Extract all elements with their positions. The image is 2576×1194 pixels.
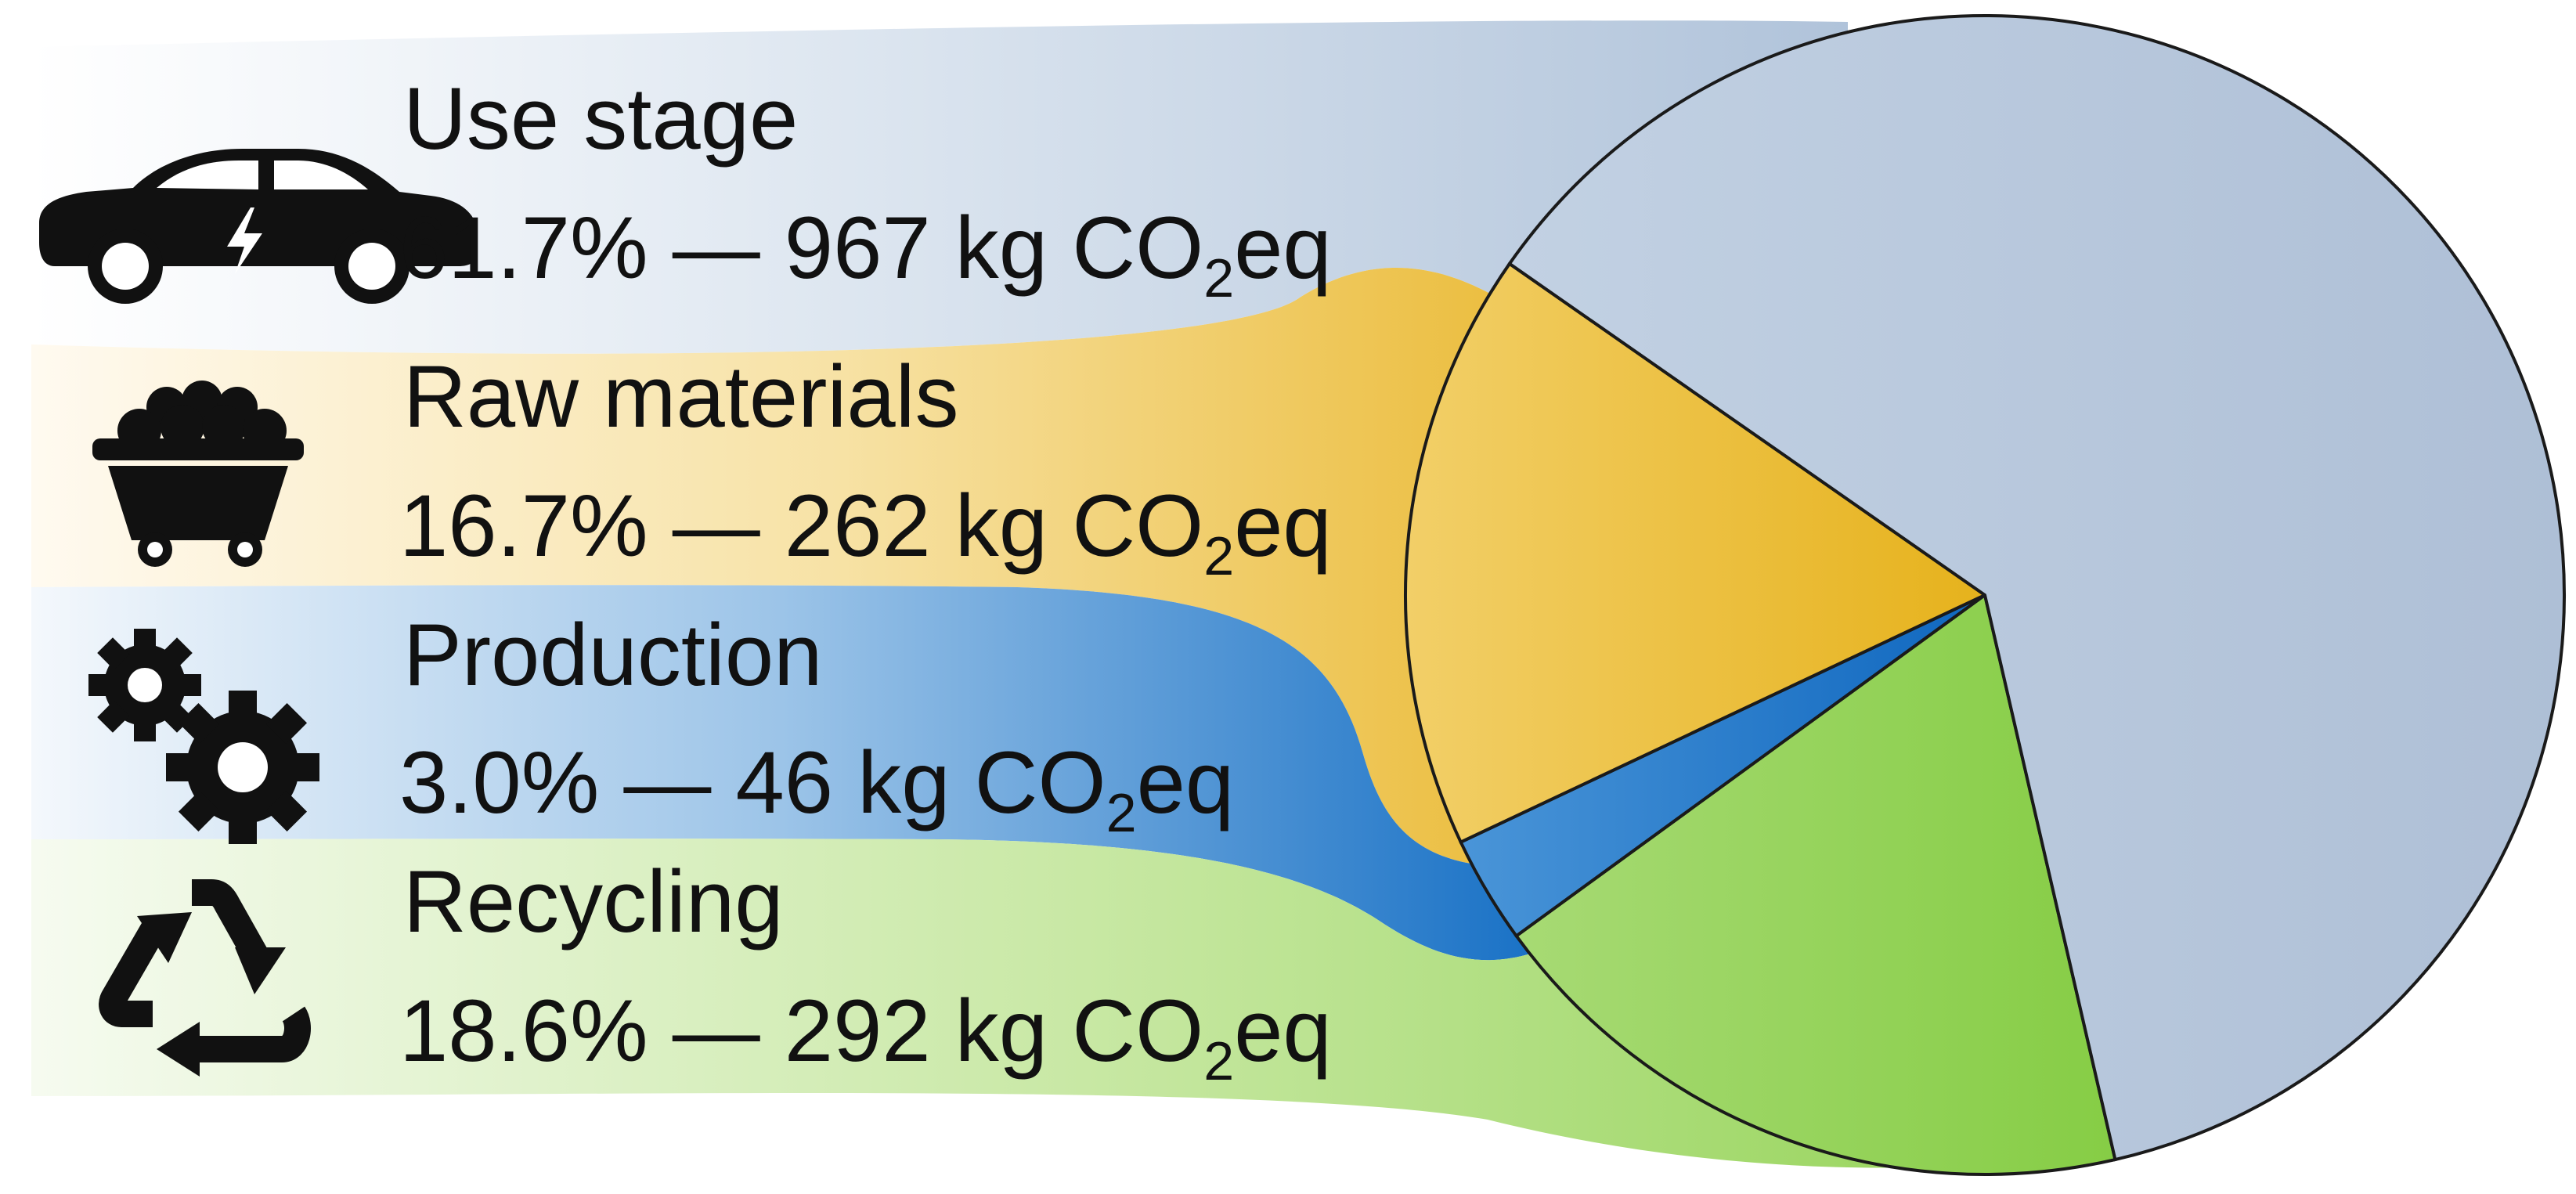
legend-value-suffix-rec: eq (1234, 982, 1332, 1080)
legend-value-suffix-prod: eq (1137, 734, 1235, 831)
flow-bands (31, 20, 2138, 1168)
recycle-icon (99, 879, 311, 1077)
band-rec (31, 839, 2138, 1168)
band-use (31, 20, 1848, 354)
pie-slice-use (1507, 14, 2567, 1162)
band-raw (31, 267, 1644, 864)
legend-value-sub-prod: 2 (1106, 782, 1137, 843)
legend-value-main-prod: 3.0% — 46 kg CO (399, 734, 1106, 831)
legend-label-rec: Recycling (403, 853, 784, 951)
legend-value-sub-rec: 2 (1203, 1030, 1234, 1091)
legend-label-raw: Raw materials (403, 348, 959, 445)
legend-value-main-raw: 16.7% — 262 kg CO (399, 477, 1203, 575)
legend-value-raw: 16.7% — 262 kg CO2eq (399, 477, 1332, 586)
legend-value-suffix-use: eq (1234, 199, 1332, 297)
pie-slice-raw (1404, 262, 1988, 845)
legend-label-prod: Production (403, 606, 822, 704)
legend-value-main-use: 61.7% — 967 kg CO (399, 199, 1203, 297)
legend-value-sub-raw: 2 (1203, 525, 1234, 586)
legend-value-sub-use: 2 (1203, 247, 1234, 308)
legend-label-use: Use stage (403, 70, 798, 168)
legend-value-use: 61.7% — 967 kg CO2eq (399, 199, 1332, 308)
legend-value-rec: 18.6% — 292 kg CO2eq (399, 982, 1332, 1091)
band-prod (31, 585, 1531, 961)
electric-car-icon (39, 149, 478, 304)
gears-icon (88, 629, 319, 844)
legend-value-prod: 3.0% — 46 kg CO2eq (399, 734, 1234, 843)
pie (1404, 14, 2567, 1176)
legend-value-main-rec: 18.6% — 292 kg CO (399, 982, 1203, 1080)
legend-value-suffix-raw: eq (1234, 477, 1332, 575)
pie-slice-rec (1513, 592, 2117, 1176)
mine-cart-icon (92, 381, 304, 567)
